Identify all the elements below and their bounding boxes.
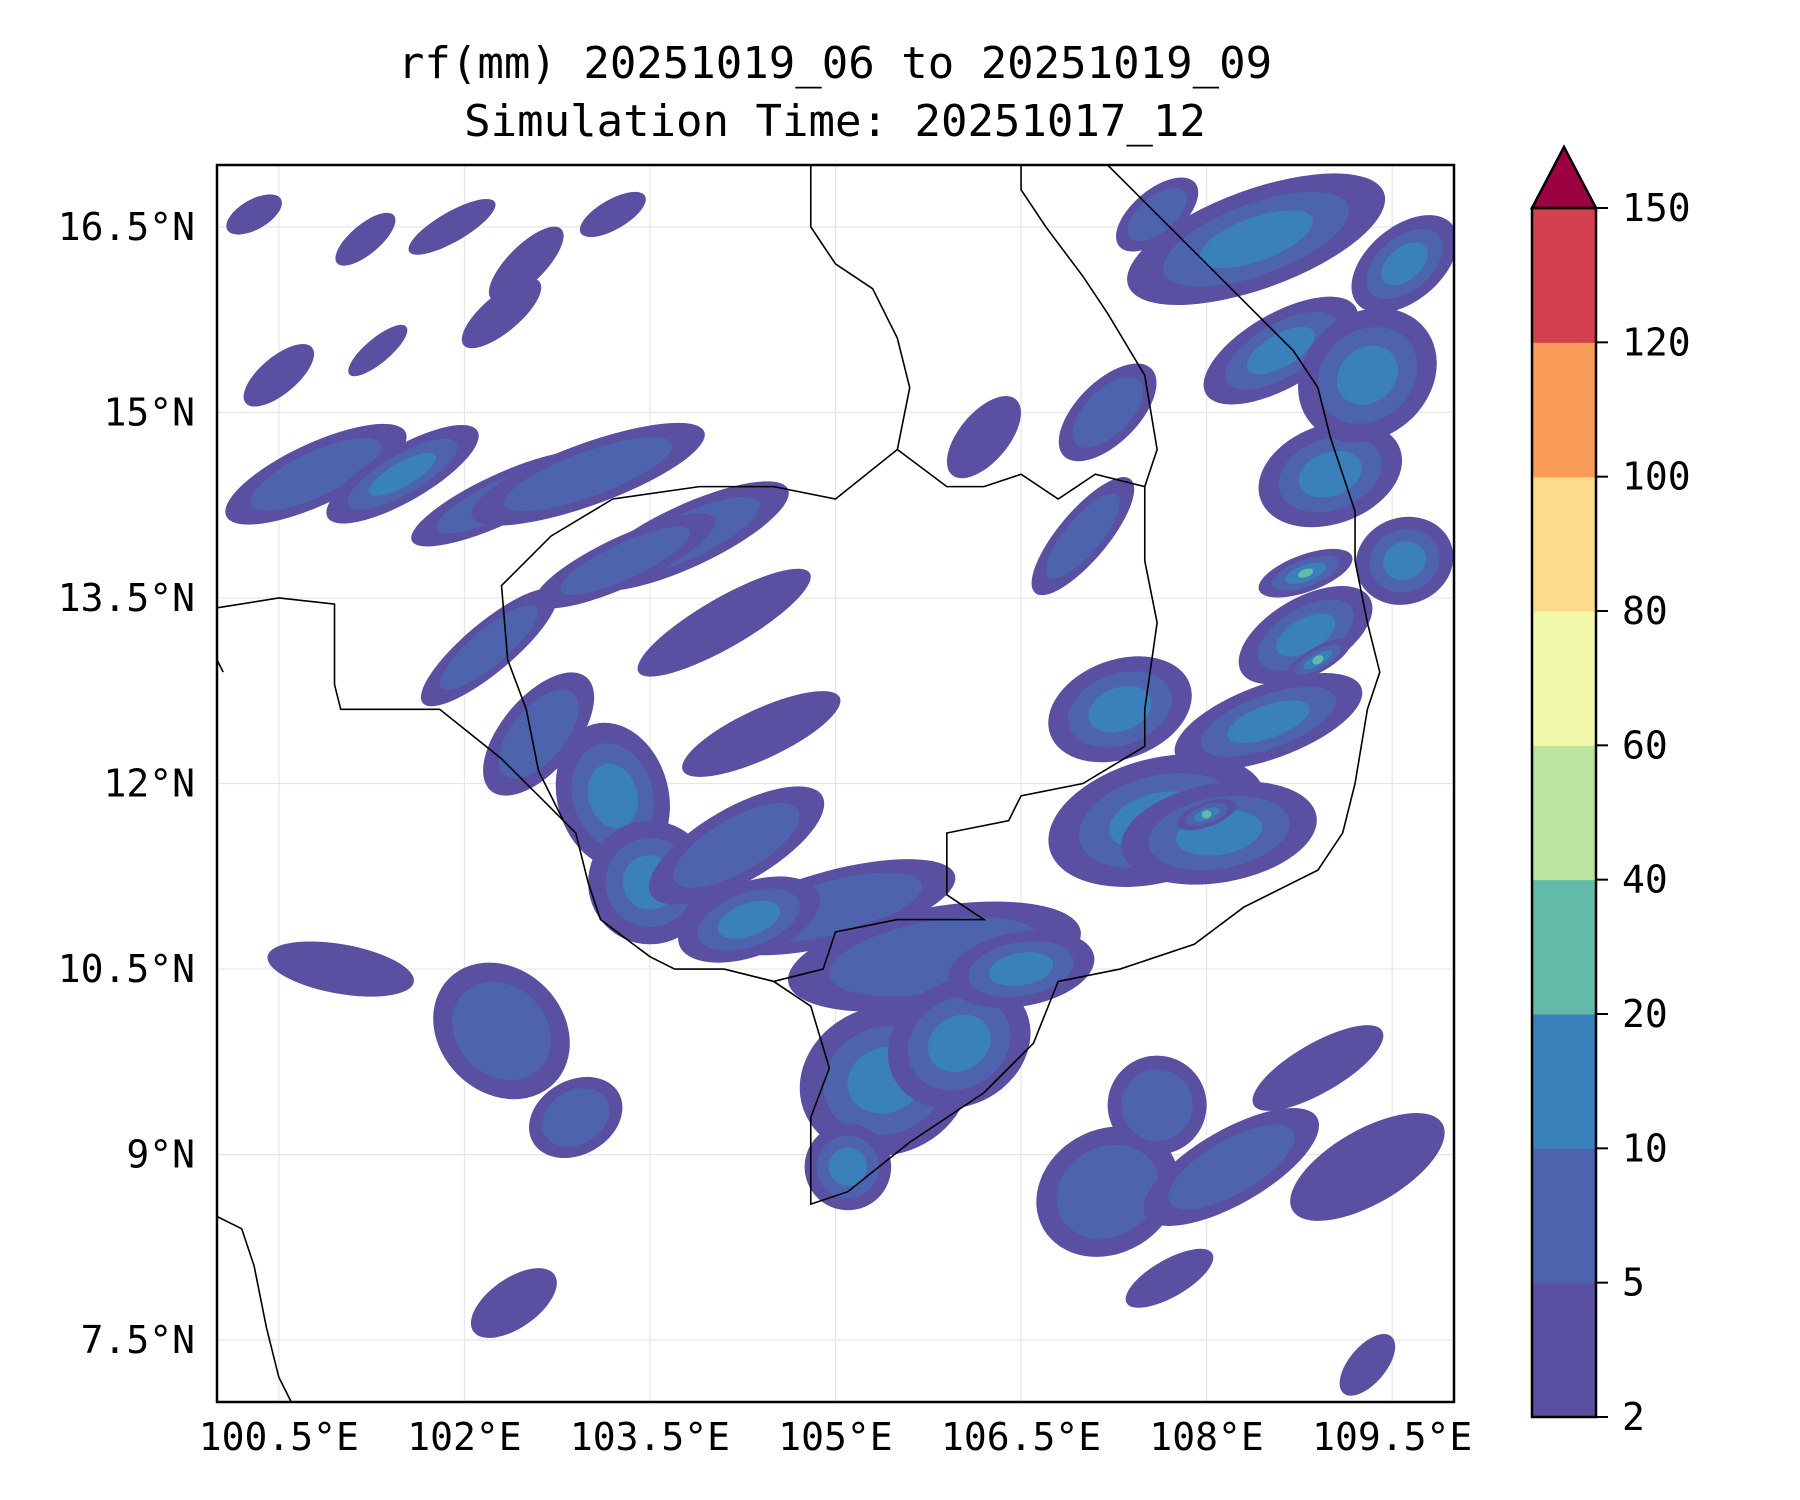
colorbar-tick-label: 80 (1622, 589, 1668, 633)
colorbar-tick-label: 120 (1622, 320, 1691, 364)
rain-contour-10mm (927, 1014, 991, 1072)
rain-contour-2mm (348, 324, 408, 377)
rain-contour-2mm (408, 198, 496, 255)
rain-contour-10mm (1381, 242, 1428, 286)
x-tick-label: 103.5°E (570, 1415, 730, 1459)
rain-contour-20mm (1201, 810, 1212, 819)
rain-contour-5mm (560, 526, 691, 596)
colorbar-tick-label: 20 (1622, 992, 1668, 1036)
rain-contour-2mm (1252, 1025, 1384, 1111)
rain-contour-10mm (1088, 685, 1152, 733)
rain-contour-5mm (673, 802, 800, 888)
rain-contour-5mm (542, 1088, 610, 1147)
colorbar-tick-label: 60 (1622, 723, 1668, 767)
rain-contour-10mm (717, 900, 781, 939)
rain-contour-2mm (488, 226, 564, 302)
rain-contour-10mm (369, 452, 437, 496)
coastline-border (773, 448, 1158, 983)
rain-contour-5mm (440, 605, 539, 690)
rain-contour-10mm (1227, 700, 1310, 744)
x-axis: 100.5°E 102°E 103.5°E 105°E 106.5°E 108°E 109.… (199, 1415, 1472, 1459)
map-frame (215, 163, 1456, 1404)
x-tick-label: 100.5°E (199, 1415, 359, 1459)
rain-contour-5mm (452, 981, 551, 1081)
colorbar-bin-60-80 (1532, 611, 1596, 746)
colorbar-tick-label: 40 (1622, 858, 1668, 902)
colorbar-bin-10-20 (1532, 1014, 1596, 1149)
coastline-border (217, 1215, 292, 1402)
colorbar-tick-label: 150 (1622, 186, 1691, 230)
rain-contour-5mm (504, 437, 673, 512)
rain-contour-20mm (1312, 655, 1324, 665)
rain-contour-2mm (1290, 1113, 1445, 1221)
rain-contour-5mm (1045, 493, 1120, 579)
rain-contour-10mm (1199, 210, 1313, 269)
coastline-border (500, 165, 911, 821)
rain-contour-5mm (1168, 1124, 1295, 1210)
y-axis: 16.5°N 15°N 13.5°N 12°N 10.5°N 9°N 7.5°N (58, 205, 195, 1362)
colorbar-bin-120-150 (1532, 208, 1596, 343)
rain-contour-10mm (828, 1147, 867, 1187)
colorbar: 2 5 10 20 40 60 80 100 120 150 (1529, 144, 1691, 1439)
rain-contour-2mm (267, 941, 414, 997)
colorbar-extend-max (1529, 144, 1599, 210)
rain-contour-10mm (1383, 541, 1426, 581)
y-tick-label: 15°N (103, 390, 195, 434)
rain-contour-2mm (637, 568, 811, 677)
rain-contour-10mm (587, 763, 638, 829)
rain-contour-5mm (498, 689, 579, 779)
rain-contour-5mm (1121, 1069, 1193, 1141)
chart-title-line1: rf(mm) 20251019_06 to 20251019_09 (398, 38, 1272, 89)
colorbar-bin-5-10 (1532, 1148, 1596, 1284)
rain-contour-2mm (682, 691, 841, 777)
colorbar-bin-2-5 (1532, 1282, 1596, 1418)
rain-contour-2mm (1339, 1334, 1396, 1396)
y-tick-label: 9°N (126, 1133, 195, 1177)
rain-contour-10mm (1276, 613, 1335, 657)
rain-contour-5mm (1072, 377, 1143, 448)
rain-contour-2mm (461, 278, 542, 349)
x-tick-label: 109.5°E (1312, 1415, 1472, 1459)
rainfall-contours (225, 173, 1454, 1396)
coastline-border (217, 165, 1381, 1206)
rain-contour-5mm (250, 438, 382, 511)
colorbar-frame (1530, 206, 1598, 1419)
colorbar-tick-label: 2 (1622, 1395, 1645, 1439)
colorbar-bin-100-120 (1532, 342, 1596, 478)
y-tick-label: 10.5°N (58, 947, 195, 991)
x-tick-label: 102°E (407, 1415, 521, 1459)
colorbar-bin-40-60 (1532, 745, 1596, 881)
colorbar-bin-80-100 (1532, 476, 1596, 612)
rain-contour-2mm (1125, 1248, 1214, 1308)
y-tick-label: 13.5°N (58, 576, 195, 620)
rain-contour-2mm (579, 191, 646, 238)
x-tick-label: 108°E (1149, 1415, 1263, 1459)
rain-contour-10mm (988, 951, 1054, 987)
y-tick-label: 12°N (103, 762, 195, 806)
rain-contour-5mm (1056, 1144, 1159, 1239)
y-tick-label: 16.5°N (58, 205, 195, 249)
rain-contour-10mm (1246, 326, 1315, 375)
rain-contour-20mm (1297, 568, 1314, 578)
rain-contour-2mm (335, 212, 396, 266)
rain-contour-2mm (946, 396, 1021, 479)
x-tick-label: 105°E (778, 1415, 892, 1459)
colorbar-bin-20-40 (1532, 879, 1596, 1015)
chart-title-line2: Simulation Time: 20251017_12 (464, 96, 1206, 147)
colorbar-tick-label: 100 (1622, 455, 1691, 499)
rain-contour-10mm (1336, 345, 1398, 405)
map-area (217, 165, 1454, 1402)
colorbar-tick-label: 5 (1622, 1261, 1645, 1305)
coastline-border (1020, 165, 1158, 487)
rain-contour-2mm (470, 1268, 557, 1338)
coastlines-borders (217, 165, 1381, 1402)
colorbar-tick-label: 10 (1622, 1126, 1668, 1170)
y-tick-label: 7.5°N (81, 1318, 195, 1362)
rain-contour-2mm (243, 344, 315, 407)
rain-contour-2mm (226, 194, 282, 235)
x-tick-label: 106.5°E (941, 1415, 1101, 1459)
